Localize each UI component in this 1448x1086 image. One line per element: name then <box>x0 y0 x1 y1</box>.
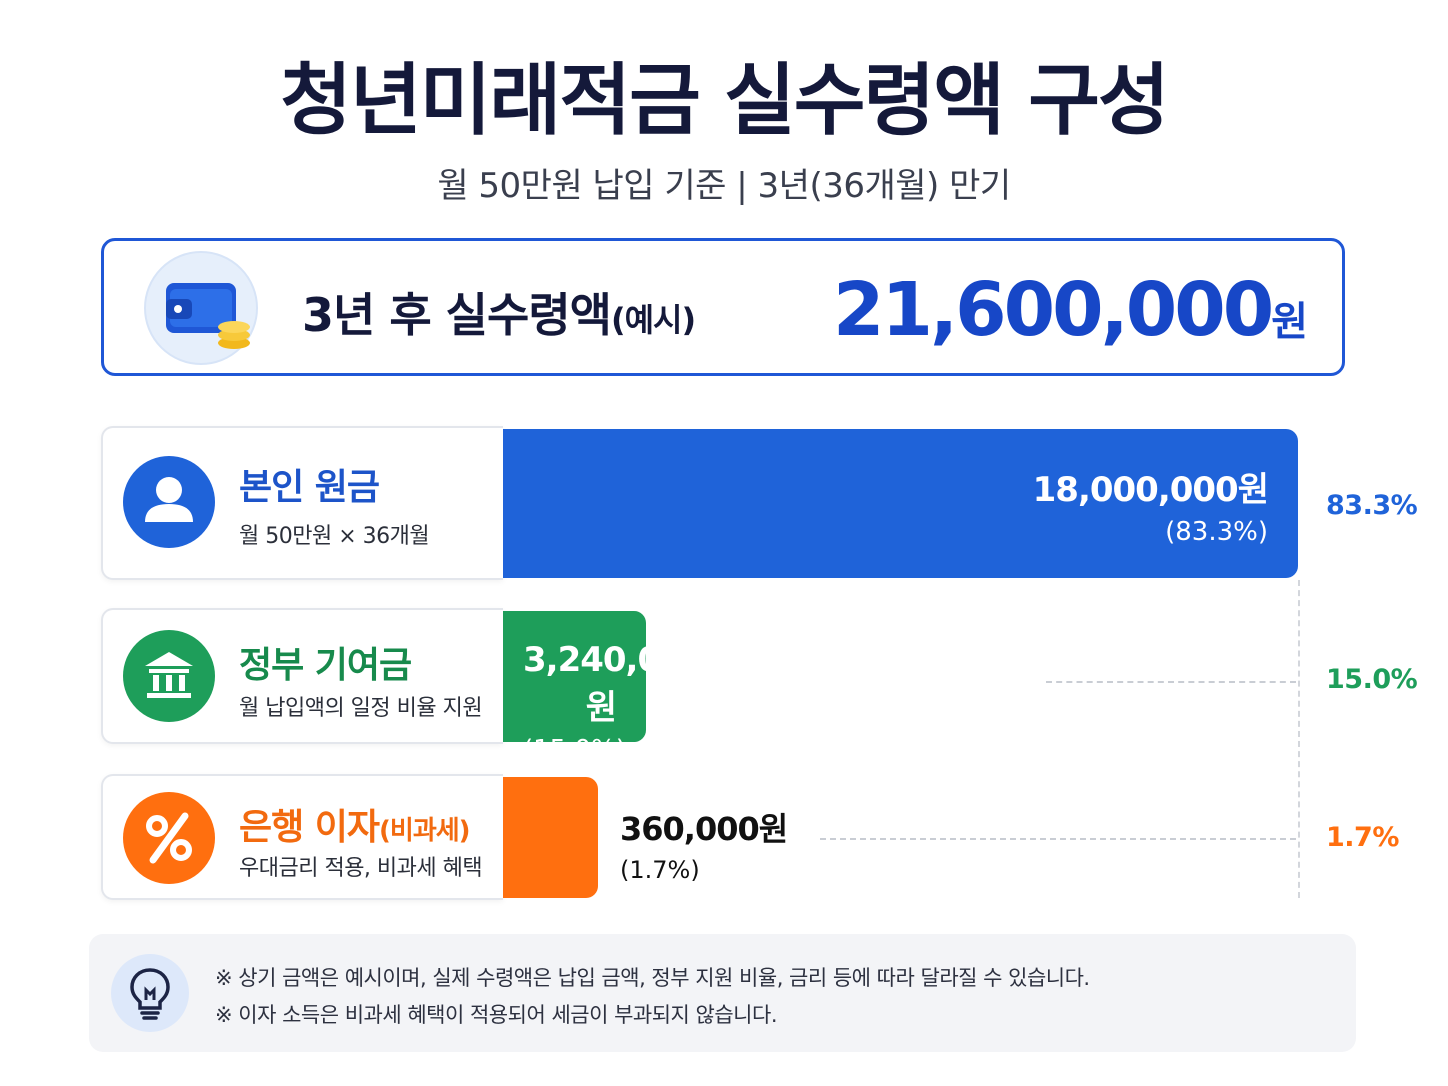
category-card-government: 정부 기여금 월 납입액의 일정 비율 지원 <box>101 608 503 744</box>
category-title: 은행 이자(비과세) <box>239 798 471 850</box>
total-label-note: (예시) <box>610 301 696 339</box>
page-title: 청년미래적금 실수령액 구성 <box>280 56 1169 146</box>
side-percent-interest: 1.7% <box>1326 822 1399 853</box>
category-title: 정부 기여금 <box>239 636 412 688</box>
bar-pct-label: (83.3%) <box>1165 517 1268 547</box>
bar-government <box>503 611 646 742</box>
total-amount-unit: 원 <box>1271 299 1308 345</box>
note-line: ※ 이자 소득은 비과세 혜택이 적용되어 세금이 부과되지 않습니다. <box>215 1003 778 1027</box>
category-card-principal: 본인 원금 월 50만원 × 36개월 <box>101 426 503 580</box>
category-name-note: (비과세) <box>379 816 471 846</box>
bar-value-label: 360,000원 <box>620 810 788 848</box>
category-name: 은행 이자 <box>239 807 380 848</box>
guide-line-row-2 <box>1046 681 1296 683</box>
guide-line-row-3 <box>820 838 1296 840</box>
category-card-interest: 은행 이자(비과세) 우대금리 적용, 비과세 혜택 <box>101 774 503 900</box>
category-desc: 우대금리 적용, 비과세 혜택 <box>239 856 483 881</box>
category-name: 정부 기여금 <box>239 645 412 686</box>
total-label-text: 3년 후 실수령액 <box>302 288 612 342</box>
person-icon <box>123 456 215 548</box>
page-subtitle: 월 50만원 납입 기준 | 3년(36개월) 만기 <box>437 166 1011 206</box>
total-label: 3년 후 실수령액(예시) <box>302 279 696 345</box>
note-line: ※ 상기 금액은 예시이며, 실제 수령액은 납입 금액, 정부 지원 비율, … <box>215 966 1090 990</box>
category-name: 본인 원금 <box>239 467 380 508</box>
total-amount-number: 21,600,000 <box>833 267 1274 353</box>
category-desc: 월 납입액의 일정 비율 지원 <box>239 696 483 721</box>
bar-value-label: 18,000,000원 <box>1032 470 1269 510</box>
guide-line-vertical <box>1298 580 1300 898</box>
bar-interest <box>503 777 598 898</box>
category-title: 본인 원금 <box>239 458 380 510</box>
wallet-coins-icon <box>144 251 258 365</box>
side-percent-principal: 83.3% <box>1326 490 1418 521</box>
bar-pct-label: (1.7%) <box>620 856 700 884</box>
total-amount: 21,600,000원 <box>833 267 1308 353</box>
category-desc: 월 50만원 × 36개월 <box>239 524 430 549</box>
side-percent-government: 15.0% <box>1326 664 1418 695</box>
lightbulb-icon <box>111 954 189 1032</box>
percent-icon <box>123 792 215 884</box>
government-building-icon <box>123 630 215 722</box>
notes-box: ※ 상기 금액은 예시이며, 실제 수령액은 납입 금액, 정부 지원 비율, … <box>89 934 1356 1052</box>
bar-label-government: 3,240,000원 (15.0%) <box>523 640 706 765</box>
bar-label-principal: 18,000,000원 (83.3%) <box>523 462 1269 547</box>
bar-principal <box>503 429 1298 578</box>
bar-pct-label: (15.0%) <box>523 735 626 765</box>
bar-label-interest: 360,000원 (1.7%) <box>620 804 788 884</box>
total-summary-box: 3년 후 실수령액(예시) 21,600,000원 <box>101 238 1345 376</box>
bar-value-label: 3,240,000원 <box>523 640 706 728</box>
